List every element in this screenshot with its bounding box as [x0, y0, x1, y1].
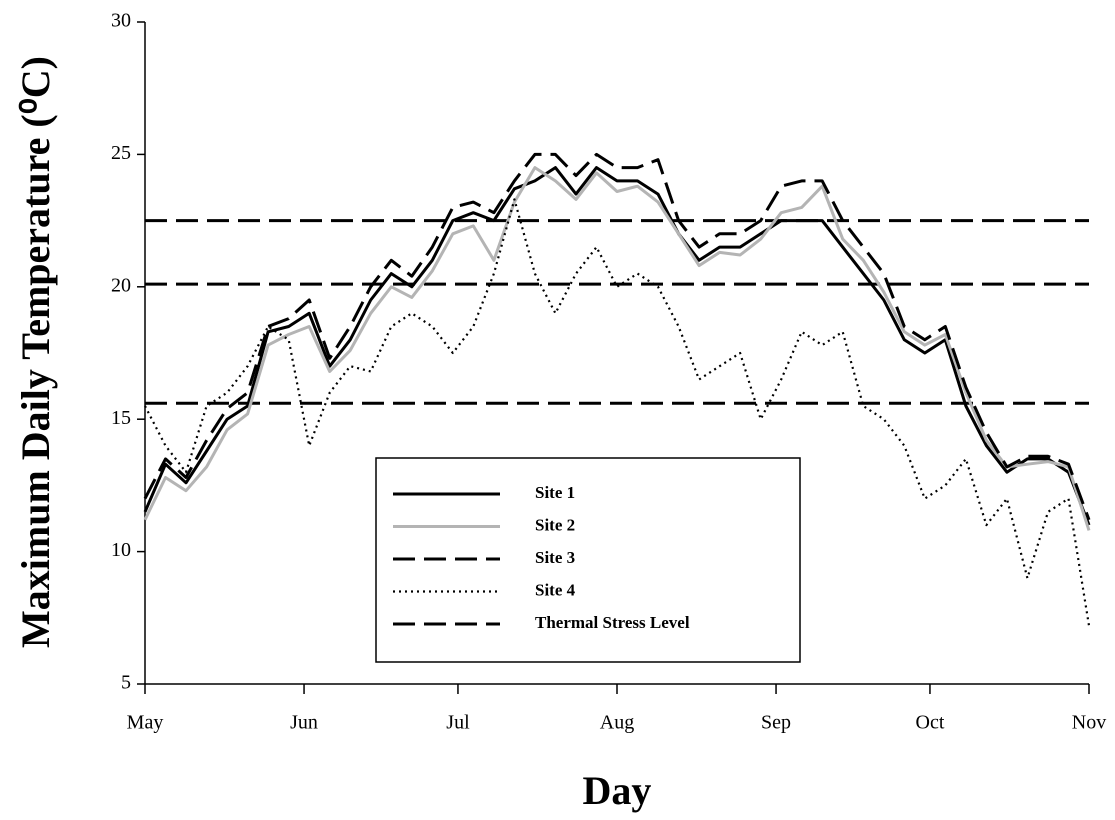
x-tick-label: May	[127, 712, 164, 734]
legend-label: Thermal Stress Level	[535, 613, 690, 632]
y-axis-title: Maximum Daily Temperature (⁰C)	[13, 56, 58, 648]
y-tick-label: 25	[111, 142, 131, 164]
series-line	[144, 198, 1091, 626]
y-tick-label: 10	[111, 539, 131, 561]
x-tick-label: Nov	[1072, 712, 1106, 734]
x-tick-label: Aug	[600, 712, 634, 734]
x-tick-label: Sep	[761, 712, 791, 734]
legend-label: Site 2	[535, 515, 575, 534]
series-line	[143, 166, 1091, 526]
legend-label: Site 3	[535, 548, 575, 567]
x-tick-label: Oct	[916, 712, 945, 734]
legend-label: Site 4	[535, 580, 576, 599]
y-tick-label: 30	[111, 10, 131, 32]
legend-box	[375, 457, 801, 663]
y-tick-label: 20	[111, 274, 131, 296]
x-tick-label: Jul	[446, 712, 470, 734]
x-tick-label: Jun	[290, 712, 318, 734]
y-tick-label: 15	[111, 407, 131, 429]
x-axis-title: Day	[583, 768, 652, 813]
series-line	[143, 152, 1091, 521]
legend-label: Site 1	[535, 483, 575, 502]
series-line	[143, 166, 1091, 531]
y-tick-label: 5	[121, 672, 131, 694]
